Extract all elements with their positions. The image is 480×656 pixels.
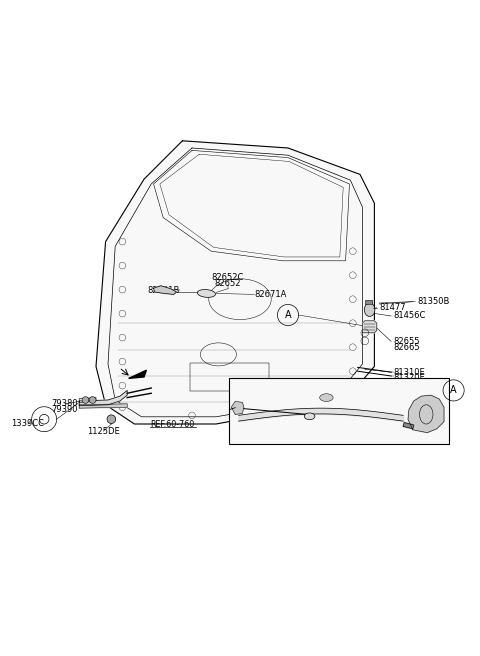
Polygon shape [79,398,96,402]
Text: 81477: 81477 [379,303,406,312]
Polygon shape [231,401,244,415]
Text: 81310E: 81310E [394,367,425,377]
Bar [229,379,449,444]
Text: 82651B: 82651B [148,285,180,295]
Circle shape [89,397,96,403]
Bar [365,300,372,304]
Polygon shape [129,370,146,379]
Text: 81473E: 81473E [235,398,267,407]
Polygon shape [362,321,377,333]
Ellipse shape [364,303,375,316]
Circle shape [82,397,89,403]
Ellipse shape [304,413,315,420]
Text: 82665: 82665 [394,342,420,352]
Text: 81350B: 81350B [418,297,450,306]
Text: 82652: 82652 [215,279,241,288]
Text: 82652C: 82652C [212,273,244,282]
Text: 81391E: 81391E [276,401,308,410]
Text: 81371B: 81371B [281,417,314,426]
Text: 1339CC: 1339CC [12,419,44,428]
Text: REF.60-760: REF.60-760 [151,420,195,430]
Polygon shape [79,404,127,408]
Text: 81456C: 81456C [394,312,426,321]
Polygon shape [154,286,177,295]
Text: 1125DE: 1125DE [87,426,120,436]
Text: 81358B: 81358B [293,382,326,391]
Text: 82655: 82655 [394,337,420,346]
Circle shape [107,415,116,424]
Bar [190,363,269,392]
Text: 79380: 79380 [51,400,78,408]
Polygon shape [79,390,127,406]
Polygon shape [408,395,444,433]
Text: 83050A: 83050A [312,430,345,439]
Text: 81483A: 81483A [235,403,267,413]
Text: 82671A: 82671A [254,290,287,299]
Polygon shape [403,422,414,429]
Polygon shape [96,141,374,424]
Text: A: A [450,385,457,396]
Text: A: A [285,310,291,320]
Text: 81320E: 81320E [394,373,425,382]
Text: 79390: 79390 [51,405,78,414]
Ellipse shape [320,394,333,401]
Ellipse shape [197,289,216,297]
